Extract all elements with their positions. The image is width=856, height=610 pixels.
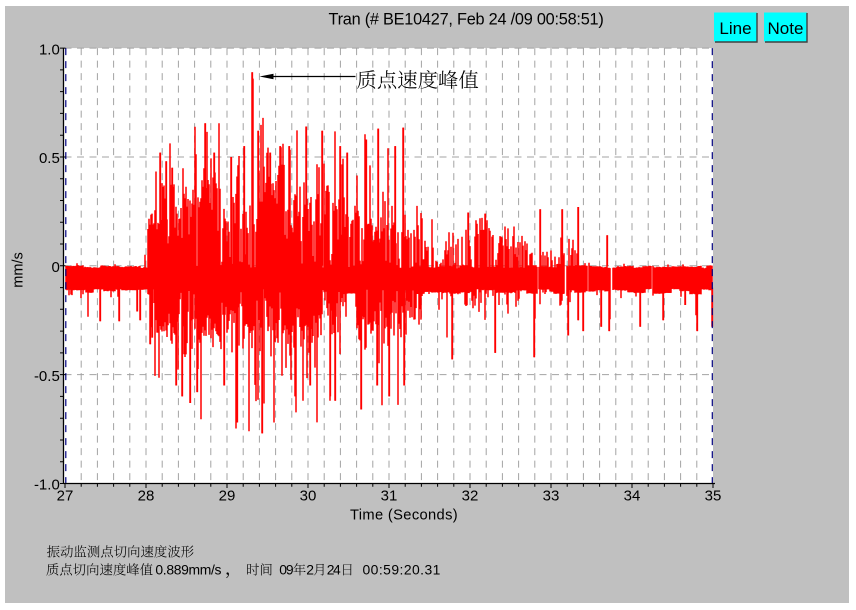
svg-text:00:59:20.31: 00:59:20.31 [363,562,441,578]
svg-text:24: 24 [327,562,341,578]
svg-text:1.0: 1.0 [39,41,60,58]
svg-text:2: 2 [306,562,314,578]
svg-text:32: 32 [462,487,479,504]
svg-text:-0.5: -0.5 [34,368,60,385]
svg-text:0.889mm/s: 0.889mm/s [155,562,221,578]
svg-text:34: 34 [624,487,641,504]
svg-text:31: 31 [381,487,398,504]
svg-text:0: 0 [51,259,59,276]
svg-text:27: 27 [57,487,74,504]
svg-text:mm/s: mm/s [11,252,27,287]
svg-text:Time (Seconds): Time (Seconds) [350,507,458,523]
svg-text:Note: Note [768,19,804,38]
svg-text:30: 30 [300,487,317,504]
svg-text:Line: Line [719,19,751,38]
svg-text:35: 35 [705,487,722,504]
svg-text:33: 33 [543,487,560,504]
svg-text:Tran (# BE10427, Feb 24 /09 0: Tran (# BE10427, Feb 24 /09 00:58:51) [328,11,603,29]
svg-text:28: 28 [138,487,155,504]
svg-text:09: 09 [279,562,294,578]
svg-text:29: 29 [219,487,236,504]
svg-text:-1.0: -1.0 [34,477,60,494]
svg-text:0.5: 0.5 [39,150,60,167]
